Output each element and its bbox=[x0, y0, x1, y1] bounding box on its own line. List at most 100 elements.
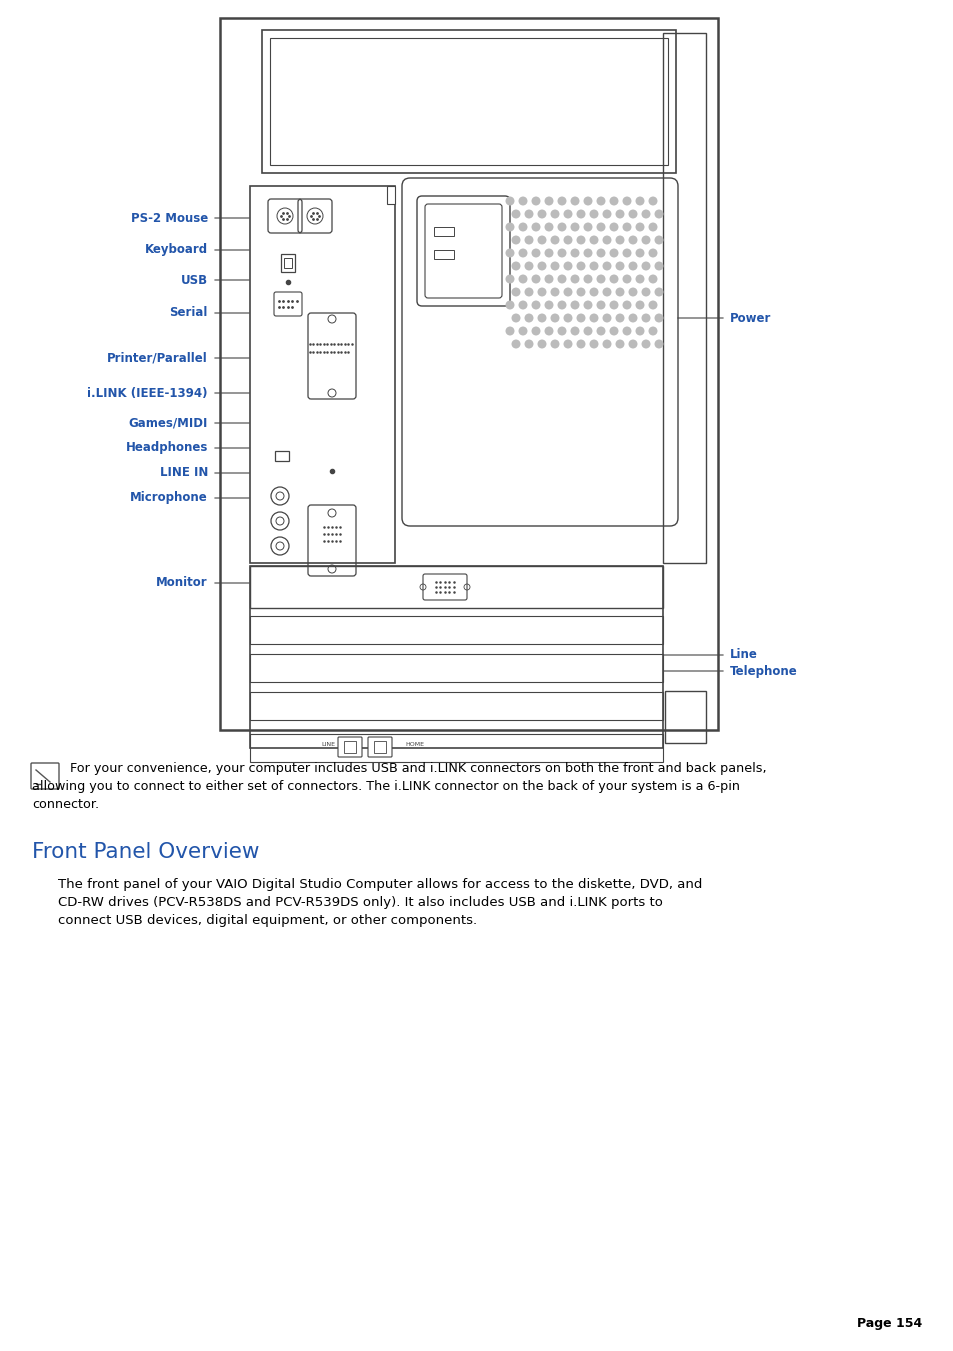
Bar bbox=[250, 654, 662, 682]
Bar bbox=[664, 690, 705, 743]
Text: allowing you to connect to either set of connectors. The i.LINK connector on the: allowing you to connect to either set of… bbox=[32, 780, 740, 793]
Circle shape bbox=[628, 288, 637, 296]
Circle shape bbox=[615, 288, 624, 296]
Circle shape bbox=[640, 339, 650, 349]
Circle shape bbox=[654, 288, 662, 296]
Circle shape bbox=[531, 196, 540, 205]
Circle shape bbox=[544, 196, 553, 205]
Circle shape bbox=[648, 274, 657, 284]
Text: Page 154: Page 154 bbox=[856, 1317, 921, 1329]
Bar bbox=[662, 32, 705, 563]
Circle shape bbox=[615, 209, 624, 219]
Circle shape bbox=[602, 209, 611, 219]
Circle shape bbox=[511, 313, 520, 323]
Text: i.LINK (IEEE-1394): i.LINK (IEEE-1394) bbox=[88, 386, 208, 400]
Circle shape bbox=[537, 235, 546, 245]
Circle shape bbox=[563, 209, 572, 219]
Circle shape bbox=[518, 327, 527, 335]
Text: For your convenience, your computer includes USB and i.LINK connectors on both t: For your convenience, your computer incl… bbox=[62, 762, 766, 775]
Circle shape bbox=[654, 262, 662, 270]
Text: CD-RW drives (PCV-R538DS and PCV-R539DS only). It also includes USB and i.LINK p: CD-RW drives (PCV-R538DS and PCV-R539DS … bbox=[58, 896, 662, 909]
Circle shape bbox=[511, 209, 520, 219]
Circle shape bbox=[505, 300, 514, 309]
Text: USB: USB bbox=[181, 273, 208, 286]
Circle shape bbox=[596, 327, 605, 335]
Circle shape bbox=[576, 235, 585, 245]
Circle shape bbox=[537, 339, 546, 349]
Circle shape bbox=[583, 223, 592, 231]
Circle shape bbox=[583, 196, 592, 205]
Circle shape bbox=[583, 327, 592, 335]
Circle shape bbox=[654, 209, 662, 219]
Circle shape bbox=[609, 223, 618, 231]
Circle shape bbox=[622, 300, 631, 309]
Circle shape bbox=[602, 339, 611, 349]
Circle shape bbox=[609, 196, 618, 205]
Circle shape bbox=[505, 327, 514, 335]
Bar bbox=[270, 38, 667, 165]
Circle shape bbox=[518, 196, 527, 205]
Circle shape bbox=[622, 274, 631, 284]
Text: Keyboard: Keyboard bbox=[145, 243, 208, 257]
Text: LINE: LINE bbox=[320, 742, 335, 747]
Circle shape bbox=[589, 262, 598, 270]
Circle shape bbox=[544, 249, 553, 258]
Circle shape bbox=[583, 300, 592, 309]
Text: Headphones: Headphones bbox=[126, 442, 208, 454]
Circle shape bbox=[557, 300, 566, 309]
Bar bbox=[250, 734, 662, 762]
Circle shape bbox=[511, 235, 520, 245]
Circle shape bbox=[615, 313, 624, 323]
Circle shape bbox=[654, 339, 662, 349]
Circle shape bbox=[524, 313, 533, 323]
Circle shape bbox=[635, 300, 644, 309]
Circle shape bbox=[628, 339, 637, 349]
Circle shape bbox=[550, 235, 558, 245]
Circle shape bbox=[537, 313, 546, 323]
Circle shape bbox=[531, 327, 540, 335]
Circle shape bbox=[524, 339, 533, 349]
Circle shape bbox=[537, 288, 546, 296]
Text: Monitor: Monitor bbox=[156, 577, 208, 589]
Circle shape bbox=[589, 339, 598, 349]
Circle shape bbox=[628, 262, 637, 270]
Circle shape bbox=[576, 288, 585, 296]
Circle shape bbox=[635, 274, 644, 284]
Circle shape bbox=[628, 209, 637, 219]
Bar bbox=[434, 227, 454, 236]
Text: Front Panel Overview: Front Panel Overview bbox=[32, 842, 259, 862]
Circle shape bbox=[583, 274, 592, 284]
Circle shape bbox=[505, 274, 514, 284]
Circle shape bbox=[622, 249, 631, 258]
Circle shape bbox=[505, 223, 514, 231]
Text: Printer/Parallel: Printer/Parallel bbox=[107, 351, 208, 365]
Circle shape bbox=[518, 274, 527, 284]
Circle shape bbox=[609, 249, 618, 258]
Circle shape bbox=[524, 262, 533, 270]
Text: Line: Line bbox=[729, 648, 757, 662]
Circle shape bbox=[635, 327, 644, 335]
Circle shape bbox=[570, 327, 578, 335]
Circle shape bbox=[537, 262, 546, 270]
Circle shape bbox=[570, 196, 578, 205]
Circle shape bbox=[635, 223, 644, 231]
Circle shape bbox=[640, 313, 650, 323]
Text: Microphone: Microphone bbox=[131, 492, 208, 504]
Circle shape bbox=[511, 262, 520, 270]
Text: Serial: Serial bbox=[170, 307, 208, 319]
Circle shape bbox=[609, 274, 618, 284]
Circle shape bbox=[576, 339, 585, 349]
Text: connect USB devices, digital equipment, or other components.: connect USB devices, digital equipment, … bbox=[58, 915, 476, 927]
Circle shape bbox=[531, 300, 540, 309]
Circle shape bbox=[640, 235, 650, 245]
Circle shape bbox=[648, 196, 657, 205]
Bar bbox=[250, 186, 395, 563]
Circle shape bbox=[550, 288, 558, 296]
Circle shape bbox=[635, 196, 644, 205]
Bar bbox=[374, 740, 386, 753]
Circle shape bbox=[557, 196, 566, 205]
Circle shape bbox=[596, 249, 605, 258]
Circle shape bbox=[602, 288, 611, 296]
Circle shape bbox=[648, 327, 657, 335]
Text: connector.: connector. bbox=[32, 798, 99, 811]
